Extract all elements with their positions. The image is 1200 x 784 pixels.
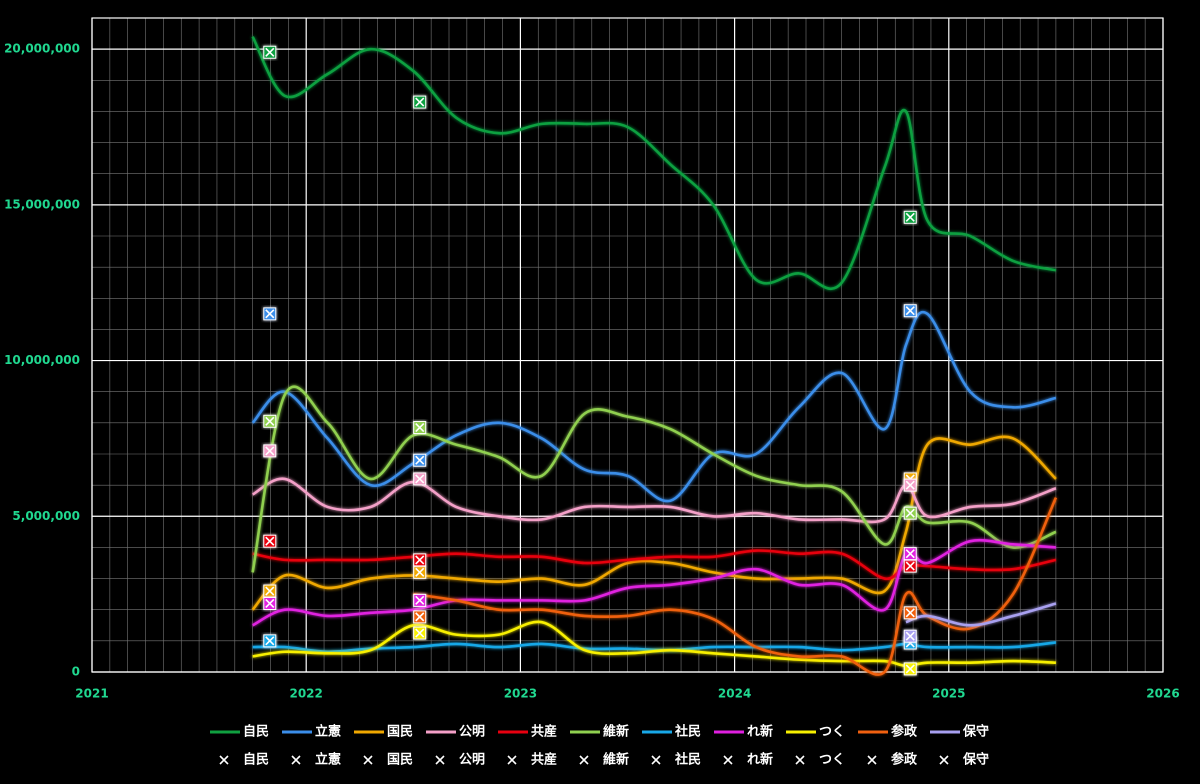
marker-cross: [415, 455, 425, 465]
marker-cross: [415, 567, 425, 577]
marker-cross: [265, 536, 275, 546]
marker-cross: [905, 508, 915, 518]
marker-cross: [905, 306, 915, 316]
marker-cross: [905, 664, 915, 674]
x-tick-label: 2021: [75, 687, 108, 701]
marker-cross: [905, 561, 915, 571]
marker-cross: [905, 608, 915, 618]
marker-cross: [415, 474, 425, 484]
legend-marker: [363, 755, 373, 765]
legend-marker: [507, 755, 517, 765]
marker-cross: [415, 595, 425, 605]
marker-cross: [265, 636, 275, 646]
marker-cross: [415, 612, 425, 622]
legend-label: 自民: [243, 724, 269, 740]
marker-cross: [265, 309, 275, 319]
x-tick-label: 2024: [718, 687, 751, 701]
series-line: [252, 538, 1056, 627]
series-line: [251, 435, 1057, 611]
legend-marker: [795, 755, 805, 765]
legend-label: 維新: [603, 724, 629, 740]
marker-cross: [905, 549, 915, 559]
marker-cross: [905, 212, 915, 222]
legend-label: 社民: [674, 752, 701, 768]
x-tick-label: 2026: [1146, 687, 1179, 701]
legend-label: 立憲: [315, 724, 341, 740]
legend-marker: [939, 755, 949, 765]
marker-cross: [415, 97, 425, 107]
legend-label: 国民: [387, 753, 413, 768]
marker-cross: [905, 631, 915, 641]
marker-cross: [415, 628, 425, 638]
y-tick-label: 15,000,000: [4, 197, 80, 211]
marker-cross: [265, 586, 275, 596]
y-tick-label: 5,000,000: [12, 509, 80, 523]
x-tick-label: 2022: [289, 687, 322, 701]
marker-cross: [415, 555, 425, 565]
legend-marker: [723, 755, 733, 765]
legend-marker: [651, 755, 661, 765]
y-tick-label: 20,000,000: [4, 42, 80, 56]
legend-label: 参政: [891, 752, 918, 768]
x-tick-label: 2023: [504, 687, 537, 701]
marker-cross: [415, 422, 425, 433]
series-line: [252, 620, 1056, 668]
legend-marker: [291, 755, 301, 765]
y-tick-label: 10,000,000: [4, 353, 80, 367]
legend-label: 共産: [531, 752, 557, 768]
legend-label: 国民: [387, 725, 413, 740]
legend-label: 公明: [459, 753, 485, 768]
legend-label: れ新: [747, 752, 773, 768]
y-tick-label: 0: [72, 665, 80, 679]
plot-border: [91, 17, 1164, 673]
legend-label: 維新: [603, 752, 629, 768]
legend-label: 公明: [459, 725, 485, 740]
legend-label: 参政: [891, 724, 918, 740]
series-line: [251, 477, 1057, 524]
marker-cross: [905, 480, 915, 490]
legend-label: 保守: [962, 752, 989, 768]
legend-label: れ新: [747, 724, 773, 740]
legend-label: つく: [819, 725, 845, 740]
series-line: [252, 549, 1057, 581]
legend-label: 自民: [243, 752, 269, 768]
marker-cross: [265, 598, 275, 609]
legend-marker: [219, 755, 229, 765]
marker-cross: [265, 416, 275, 426]
legend-marker: [579, 755, 589, 765]
x-tick-label: 2025: [932, 687, 965, 701]
legend-label: 共産: [531, 724, 557, 740]
marker-cross: [265, 446, 275, 456]
legend-label: つく: [819, 753, 845, 768]
series-line: [413, 497, 1058, 676]
legend-marker: [867, 755, 877, 765]
legend-label: 保守: [962, 724, 989, 740]
marker-cross: [265, 47, 275, 57]
series-line: [251, 36, 1057, 291]
legend-marker: [435, 755, 445, 765]
series-line: [905, 602, 1057, 627]
legend-label: 社民: [674, 724, 701, 740]
series-line: [251, 310, 1057, 503]
legend-label: 立憲: [315, 752, 341, 768]
